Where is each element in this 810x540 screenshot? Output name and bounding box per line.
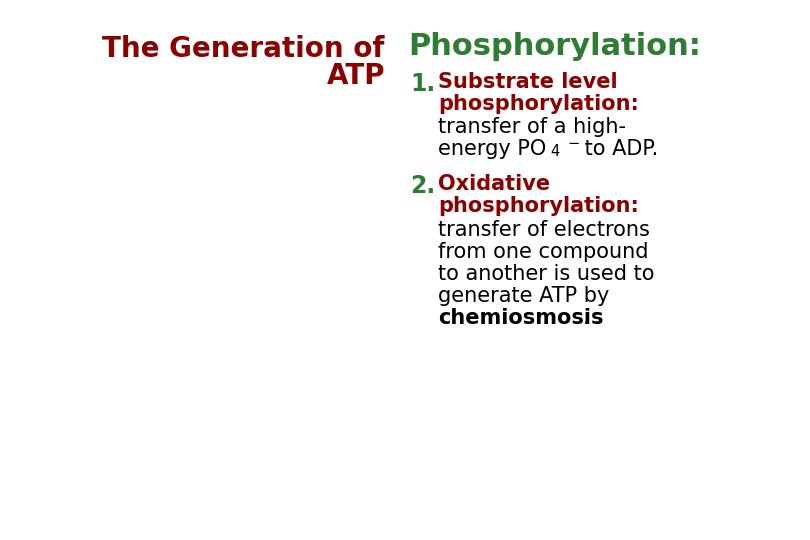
Text: chemiosmosis: chemiosmosis bbox=[438, 308, 603, 328]
Text: to ADP.: to ADP. bbox=[578, 139, 659, 159]
Text: Oxidative: Oxidative bbox=[438, 174, 550, 194]
Text: transfer of electrons: transfer of electrons bbox=[438, 220, 650, 240]
Text: transfer of a high-: transfer of a high- bbox=[438, 117, 626, 137]
Text: $^-$: $^-$ bbox=[564, 139, 580, 159]
Text: $_4$: $_4$ bbox=[550, 139, 561, 159]
Text: The Generation of: The Generation of bbox=[103, 35, 385, 63]
Text: Phosphorylation:: Phosphorylation: bbox=[408, 32, 701, 61]
Text: generate ATP by: generate ATP by bbox=[438, 286, 609, 306]
Text: .: . bbox=[583, 308, 590, 328]
Text: phosphorylation:: phosphorylation: bbox=[438, 94, 639, 114]
Text: ATP: ATP bbox=[326, 62, 385, 90]
Text: phosphorylation:: phosphorylation: bbox=[438, 196, 639, 216]
Text: from one compound: from one compound bbox=[438, 242, 649, 262]
Text: 1.: 1. bbox=[410, 72, 435, 96]
Text: energy PO: energy PO bbox=[438, 139, 546, 159]
Text: Substrate level: Substrate level bbox=[438, 72, 617, 92]
Text: 2.: 2. bbox=[410, 174, 435, 198]
Text: to another is used to: to another is used to bbox=[438, 264, 654, 284]
